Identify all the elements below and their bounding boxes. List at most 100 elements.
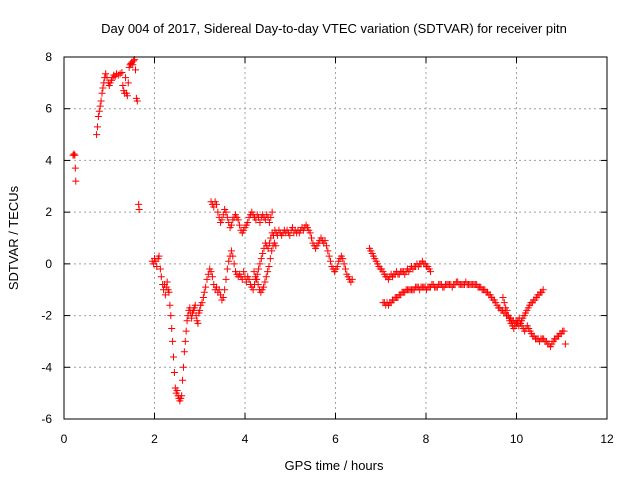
data-point <box>223 213 231 221</box>
y-tick-label: 8 <box>45 50 52 64</box>
data-point <box>133 97 141 105</box>
data-point <box>286 231 294 239</box>
data-point <box>504 312 512 320</box>
data-point <box>155 252 163 260</box>
data-point <box>178 392 186 400</box>
data-point <box>71 164 79 172</box>
data-point <box>114 71 122 79</box>
data-point <box>169 337 177 345</box>
data-point <box>427 268 435 276</box>
data-point <box>267 213 275 221</box>
data-point <box>265 218 273 226</box>
x-tick-label: 10 <box>510 432 524 446</box>
data-point <box>539 286 547 294</box>
x-tick-label: 12 <box>600 432 614 446</box>
data-point <box>181 337 189 345</box>
data-point <box>225 257 233 265</box>
data-point <box>188 314 196 322</box>
data-point <box>256 260 264 268</box>
data-point <box>272 242 280 250</box>
data-point <box>166 301 174 309</box>
data-point <box>218 216 226 224</box>
data-point <box>161 291 169 299</box>
data-point <box>71 151 79 159</box>
data-point <box>135 206 143 214</box>
data-point <box>257 255 265 263</box>
data-point <box>179 363 187 371</box>
x-tick-label: 8 <box>423 432 430 446</box>
data-point <box>167 312 175 320</box>
data-point <box>308 234 316 242</box>
data-point <box>254 281 262 289</box>
data-point <box>255 265 263 273</box>
data-point <box>256 218 264 226</box>
data-point <box>561 340 569 348</box>
data-point <box>264 244 272 252</box>
data-point <box>129 61 137 69</box>
data-point <box>227 247 235 255</box>
x-tick-label: 0 <box>61 432 68 446</box>
data-point <box>222 208 230 216</box>
data-point <box>200 288 208 296</box>
chart-title: Day 004 of 2017, Sidereal Day-to-day VTE… <box>101 21 567 36</box>
data-point <box>99 84 107 92</box>
data-point <box>96 102 104 110</box>
data-point <box>324 247 332 255</box>
plot-frame <box>63 56 608 420</box>
data-point <box>322 242 330 250</box>
y-tick-labels: -6 -4 -2 0 2 4 6 8 <box>41 50 52 426</box>
data-point <box>515 314 523 322</box>
data-point <box>163 278 171 286</box>
data-point <box>222 275 230 283</box>
data-point <box>503 306 511 314</box>
data-point <box>183 317 191 325</box>
data-point <box>198 299 206 307</box>
data-point <box>253 275 261 283</box>
data-point <box>157 273 165 281</box>
y-tick-label: 0 <box>45 257 52 271</box>
data-point <box>249 286 257 294</box>
data-point <box>203 275 211 283</box>
y-tick-label: 4 <box>45 153 52 167</box>
y-tick-label: 6 <box>45 102 52 116</box>
data-point <box>264 268 272 276</box>
data-point <box>260 283 268 291</box>
data-point <box>179 376 187 384</box>
data-point <box>321 237 329 245</box>
data-point <box>499 293 507 301</box>
data-point <box>97 97 105 105</box>
y-tick-label: -6 <box>41 412 52 426</box>
data-point <box>245 275 253 283</box>
data-point <box>261 278 269 286</box>
data-point <box>95 107 103 115</box>
data-point <box>306 229 314 237</box>
data-point <box>93 123 101 131</box>
data-point <box>236 221 244 229</box>
data-point <box>194 319 202 327</box>
data-point <box>98 89 106 97</box>
data-point <box>560 327 568 335</box>
data-point <box>124 79 132 87</box>
data-point <box>268 208 276 216</box>
data-point <box>72 177 80 185</box>
data-point <box>199 293 207 301</box>
data-point <box>229 252 237 260</box>
data-point <box>219 293 227 301</box>
data-point <box>327 257 335 265</box>
x-tick-label: 2 <box>151 432 158 446</box>
y-tick-label: -4 <box>41 360 52 374</box>
data-point <box>221 286 229 294</box>
data-point <box>341 265 349 273</box>
x-tick-label: 4 <box>242 432 249 446</box>
data-point <box>214 208 222 216</box>
data-point <box>182 327 190 335</box>
data-point <box>339 255 347 263</box>
data-point <box>268 247 276 255</box>
data-point <box>168 325 176 332</box>
data-points <box>69 56 569 405</box>
data-point <box>259 250 267 258</box>
x-tick-labels: 0 2 4 6 8 10 12 <box>61 432 614 446</box>
data-point <box>230 260 238 268</box>
data-point <box>202 283 210 291</box>
